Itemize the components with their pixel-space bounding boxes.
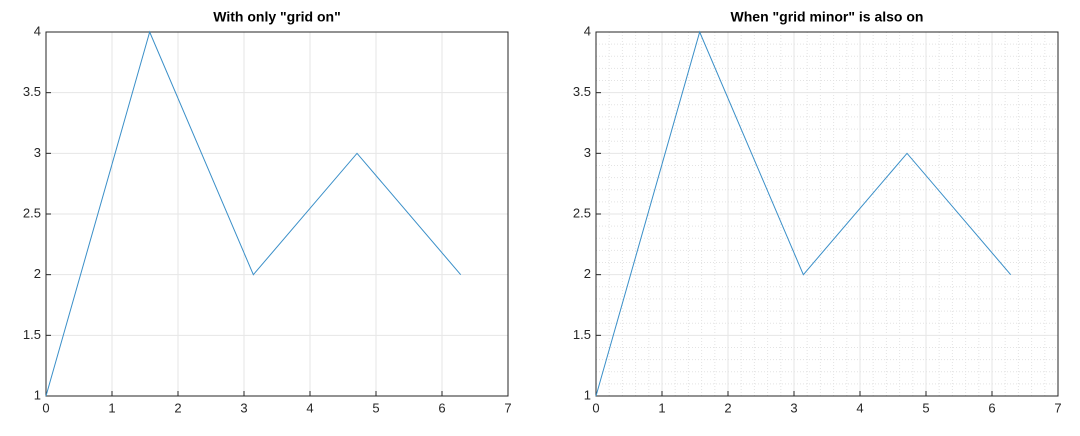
y-tick-label: 4 — [584, 23, 591, 38]
data-line — [45, 30, 462, 397]
y-tick-label: 3 — [34, 145, 41, 160]
y-tick-label: 3.5 — [23, 84, 41, 99]
axes-box — [595, 31, 1059, 397]
x-tick-label: 5 — [922, 400, 929, 415]
chart-title: When "grid minor" is also on — [731, 9, 924, 25]
x-tick-label: 4 — [306, 400, 313, 415]
x-tick-label: 1 — [658, 400, 665, 415]
y-tick-label: 1.5 — [23, 327, 41, 342]
y-tick-label: 2 — [584, 266, 591, 281]
x-tick-label: 2 — [724, 400, 731, 415]
y-tick-label: 2.5 — [573, 205, 591, 220]
x-tick-label: 7 — [1054, 400, 1061, 415]
x-tick-label: 3 — [240, 400, 247, 415]
x-tick-label: 5 — [372, 400, 379, 415]
y-tick-label: 2.5 — [23, 205, 41, 220]
x-tick-label: 6 — [438, 400, 445, 415]
y-tick-label: 3 — [584, 145, 591, 160]
x-tick-label: 4 — [856, 400, 863, 415]
x-tick-label: 0 — [42, 400, 49, 415]
x-tick-label: 3 — [790, 400, 797, 415]
y-tick-label: 3.5 — [573, 84, 591, 99]
x-tick-label: 6 — [988, 400, 995, 415]
y-tick-label: 1.5 — [573, 327, 591, 342]
data-line — [595, 30, 1012, 397]
y-tick-label: 4 — [34, 23, 41, 38]
chart-title: With only "grid on" — [213, 9, 340, 25]
y-tick-label: 1 — [584, 387, 591, 402]
x-tick-label: 1 — [108, 400, 115, 415]
y-tick-label: 2 — [34, 266, 41, 281]
x-tick-label: 0 — [592, 400, 599, 415]
y-tick-label: 1 — [34, 387, 41, 402]
axes-box — [45, 31, 509, 397]
x-tick-label: 2 — [174, 400, 181, 415]
x-tick-label: 7 — [504, 400, 511, 415]
